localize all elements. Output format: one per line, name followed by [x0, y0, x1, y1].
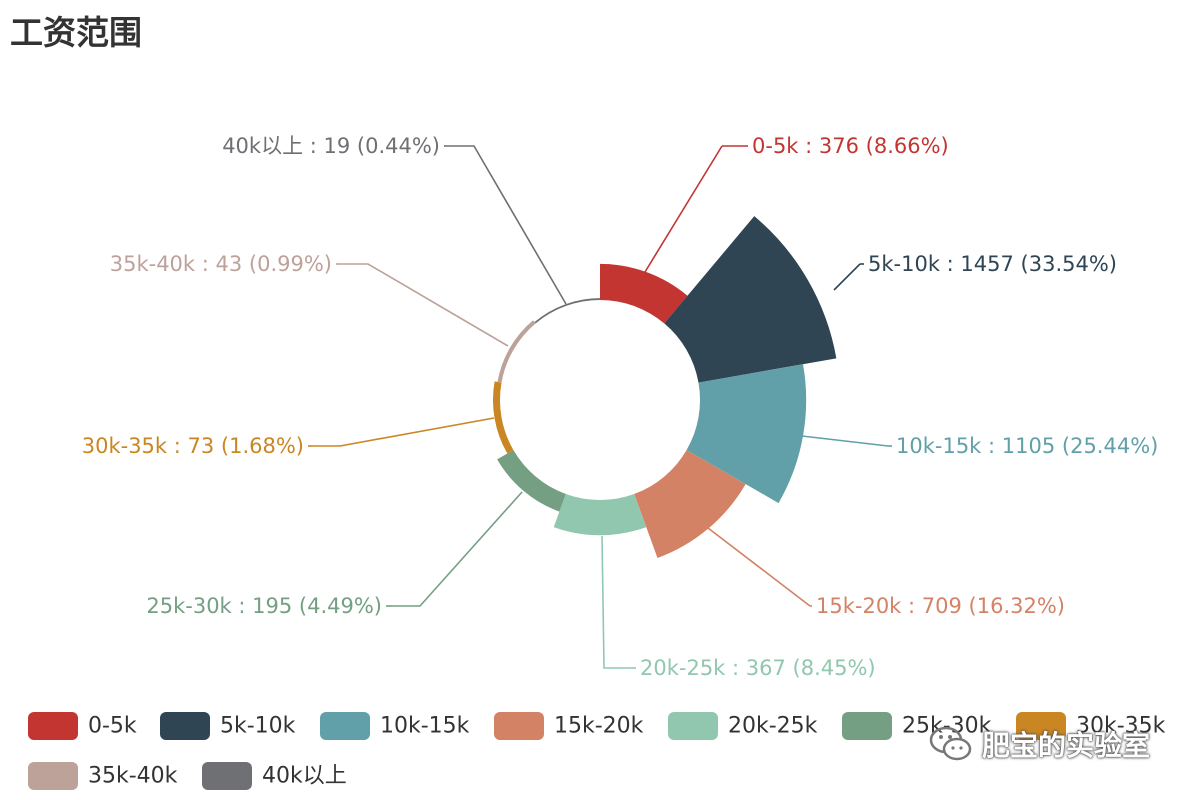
- slice-35k-40k[interactable]: [497, 320, 536, 383]
- legend-item-0-5k[interactable]: 0-5k: [28, 712, 137, 740]
- legend-swatch-30k-35k: [1016, 712, 1066, 740]
- slice-15k-20k[interactable]: [634, 450, 746, 558]
- legend-label-15k-20k: 15k-20k: [554, 714, 644, 739]
- legend-item-15k-20k[interactable]: 15k-20k: [494, 712, 644, 740]
- legend-label-25k-30k: 25k-30k: [902, 714, 992, 739]
- chart-slices: [492, 216, 837, 558]
- slice-20k-25k[interactable]: [553, 493, 647, 536]
- slice-5k-10k[interactable]: [664, 216, 837, 383]
- legend-swatch-0-5k: [28, 712, 78, 740]
- data-label-25k-30k: 25k-30k : 195 (4.49%): [146, 594, 382, 618]
- legend-item-25k-30k[interactable]: 25k-30k: [842, 712, 992, 740]
- legend-label-20k-25k: 20k-25k: [728, 714, 818, 739]
- leader-line-10k-15k: [801, 435, 889, 447]
- legend-swatch-15k-20k: [494, 712, 544, 740]
- chart-legend: 0-5k 5k-10k 10k-15k 15k-20k 20k-25k 25k-30k 30…: [28, 712, 1166, 790]
- leader-line-30k-35k: [312, 417, 495, 447]
- leader-line-5k-10k: [833, 263, 861, 291]
- legend-item-40k以上[interactable]: 40k以上: [202, 762, 347, 790]
- legend-item-30k-35k[interactable]: 30k-35k: [1016, 712, 1166, 740]
- legend-item-20k-25k[interactable]: 20k-25k: [668, 712, 818, 740]
- data-label-40k以上: 40k以上 : 19 (0.44%): [222, 134, 440, 158]
- legend-item-10k-15k[interactable]: 10k-15k: [320, 712, 470, 740]
- legend-label-0-5k: 0-5k: [88, 714, 137, 739]
- leader-line-40k以上: [446, 145, 567, 305]
- leader-line-0-5k: [644, 145, 723, 273]
- data-label-15k-20k: 15k-20k : 709 (16.32%): [816, 594, 1065, 618]
- watermark: 肥宝的实验室: [928, 724, 1150, 764]
- slice-40k以上[interactable]: [534, 298, 600, 324]
- leader-line-35k-40k: [340, 263, 509, 347]
- legend-item-5k-10k[interactable]: 5k-10k: [160, 712, 296, 740]
- legend-label-5k-10k: 5k-10k: [220, 714, 296, 739]
- chart-data-labels: 0-5k : 376 (8.66%) 5k-10k : 1457 (33.54%)…: [82, 134, 1159, 680]
- data-label-5k-10k: 5k-10k : 1457 (33.54%): [868, 252, 1117, 276]
- legend-swatch-10k-15k: [320, 712, 370, 740]
- legend-swatch-40k以上: [202, 762, 252, 790]
- slice-0-5k[interactable]: [600, 263, 688, 324]
- legend-label-30k-35k: 30k-35k: [1076, 714, 1166, 739]
- slice-30k-35k[interactable]: [492, 381, 514, 454]
- legend-swatch-25k-30k: [842, 712, 892, 740]
- data-label-35k-40k: 35k-40k : 43 (0.99%): [110, 252, 332, 276]
- data-label-30k-35k: 30k-35k : 73 (1.68%): [82, 434, 304, 458]
- chart-leader-lines: [308, 145, 892, 669]
- leader-line-15k-20k: [707, 527, 811, 607]
- data-label-20k-25k: 20k-25k : 367 (8.45%): [640, 656, 876, 680]
- page-title: 工资范围: [10, 13, 142, 52]
- slice-25k-30k[interactable]: [497, 450, 566, 512]
- data-label-0-5k: 0-5k : 376 (8.66%): [752, 134, 949, 158]
- legend-label-35k-40k: 35k-40k: [88, 764, 178, 789]
- legend-label-10k-15k: 10k-15k: [380, 714, 470, 739]
- leader-line-20k-25k: [601, 535, 632, 669]
- wechat-icon: [929, 726, 972, 761]
- legend-swatch-5k-10k: [160, 712, 210, 740]
- leader-line-25k-30k: [392, 491, 523, 607]
- legend-swatch-35k-40k: [28, 762, 78, 790]
- data-label-10k-15k: 10k-15k : 1105 (25.44%): [896, 434, 1158, 458]
- legend-swatch-20k-25k: [668, 712, 718, 740]
- legend-item-35k-40k[interactable]: 35k-40k: [28, 762, 178, 790]
- watermark-text: 肥宝的实验室: [982, 729, 1151, 762]
- slice-10k-15k[interactable]: [686, 364, 807, 504]
- legend-label-40k以上: 40k以上: [262, 764, 347, 789]
